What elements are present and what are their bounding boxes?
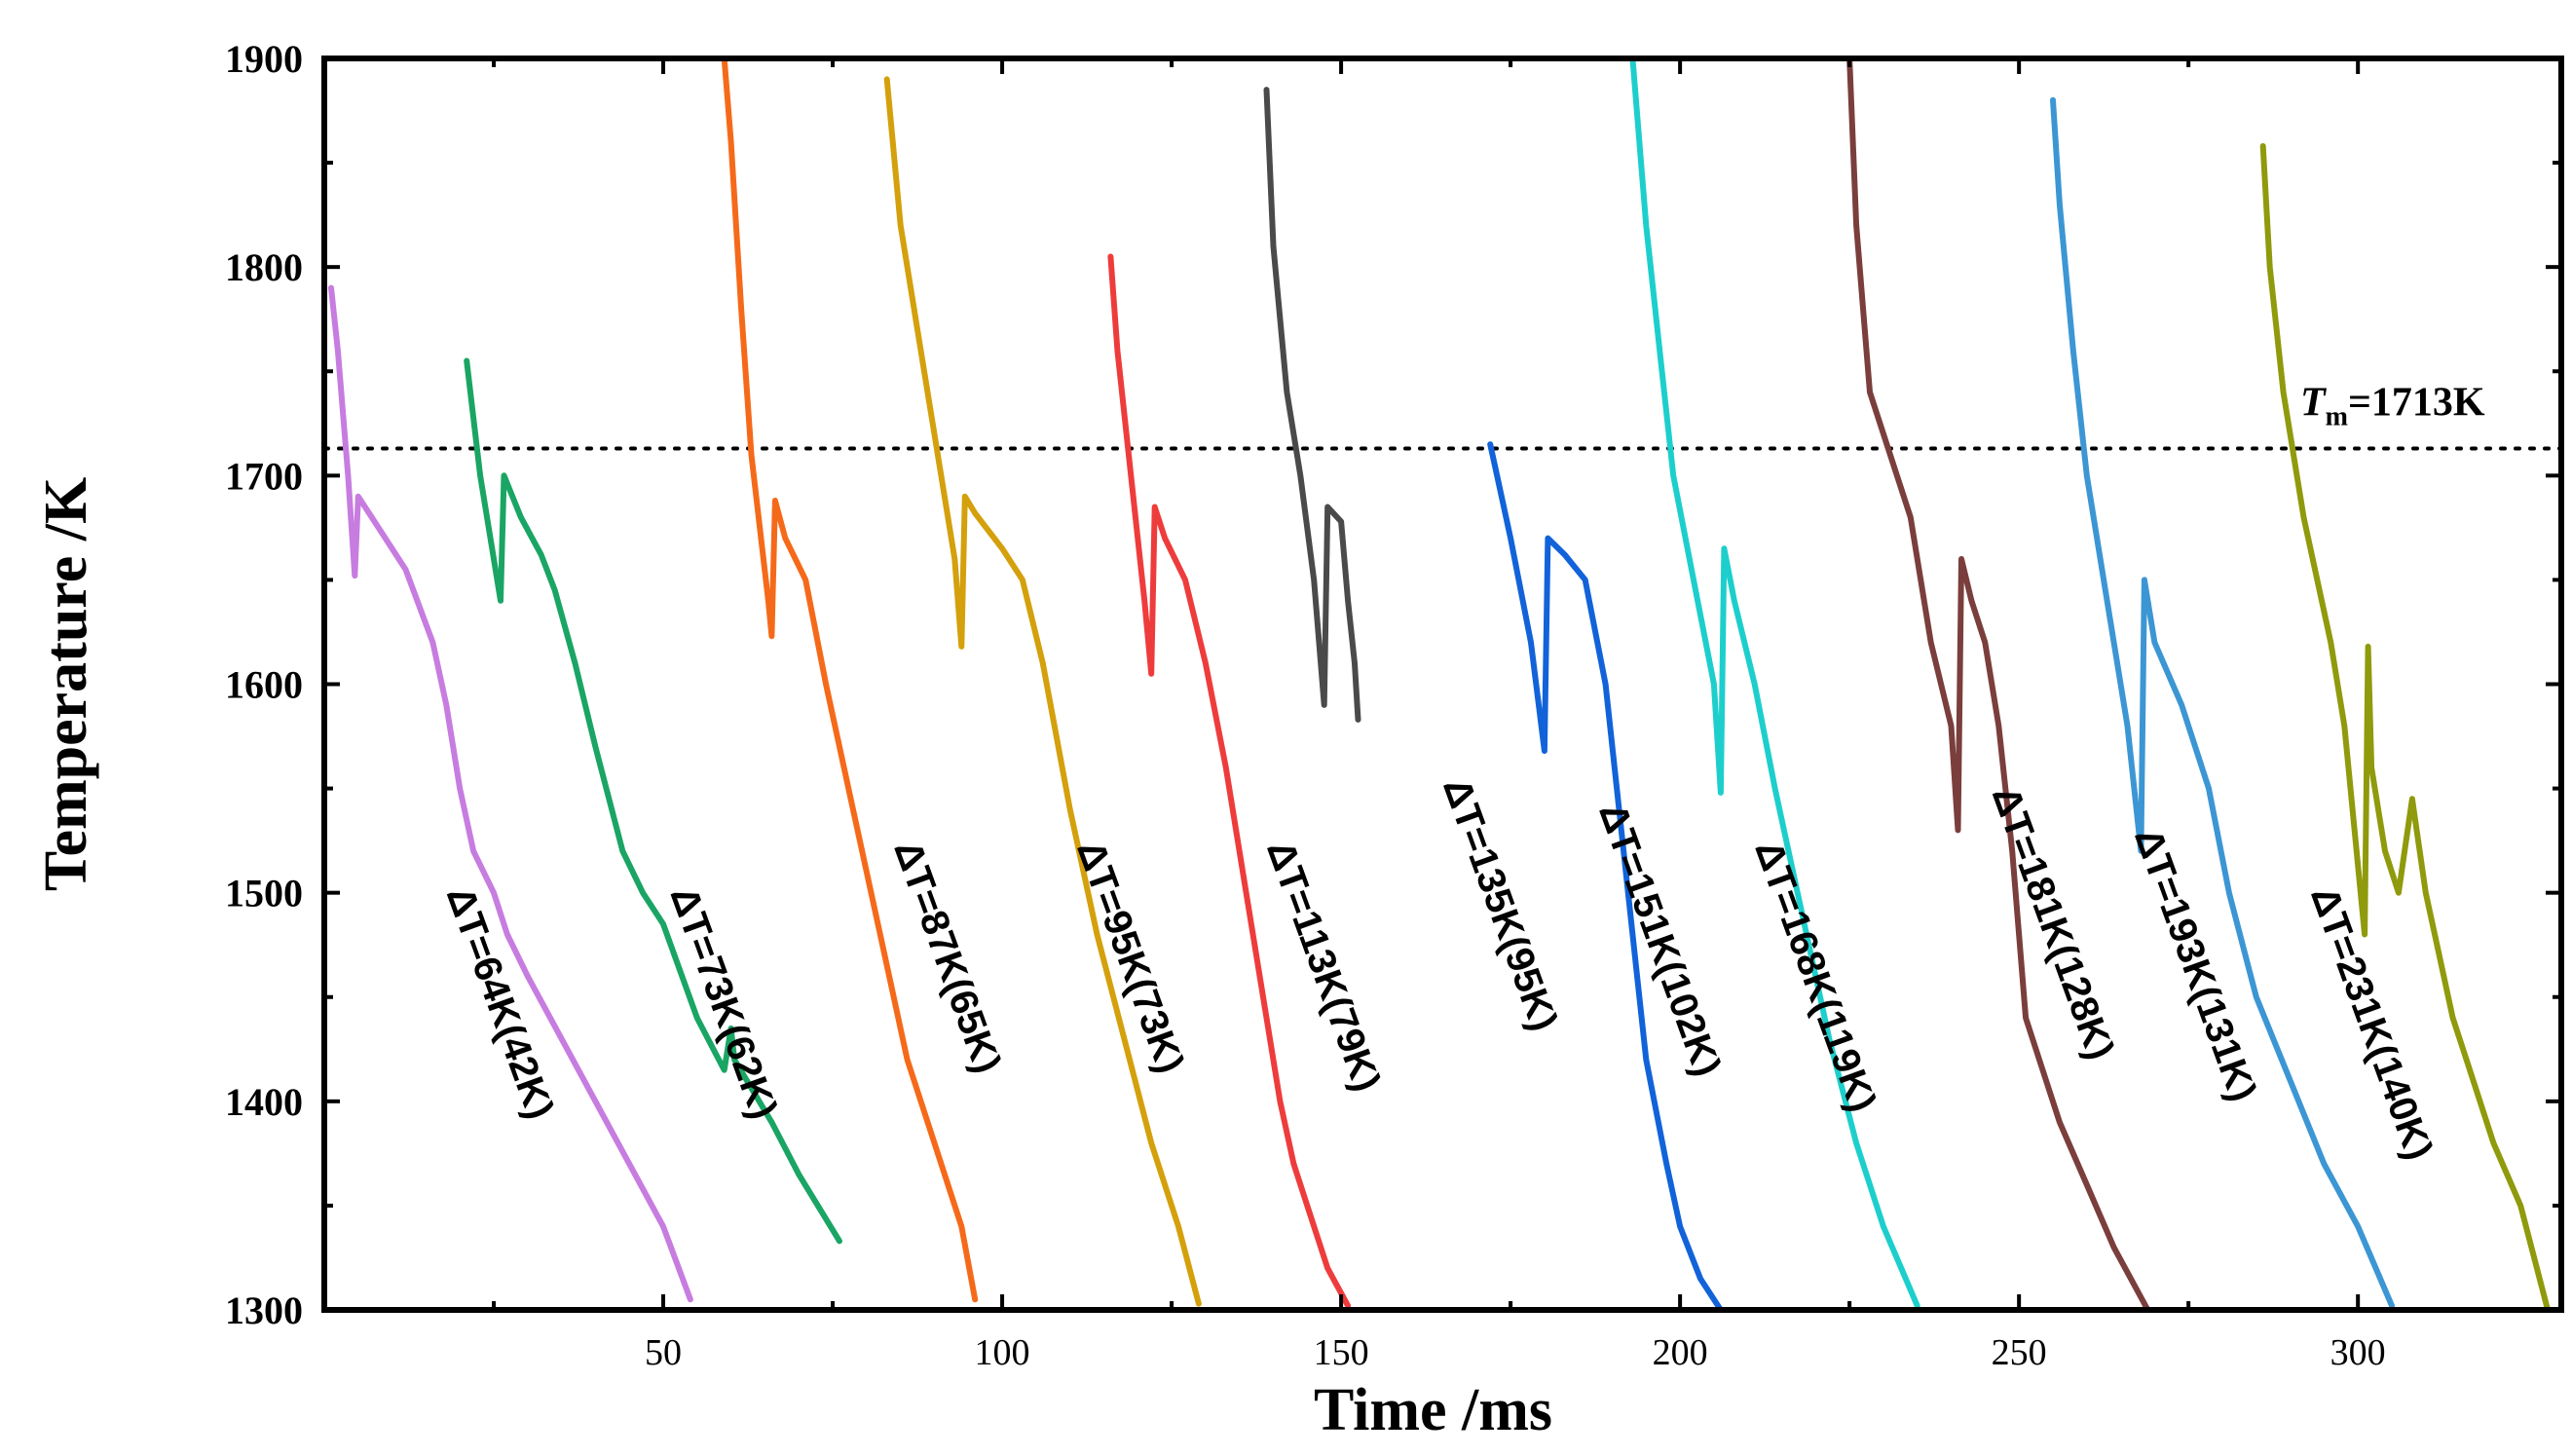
- series-line: [328, 284, 693, 1303]
- y-axis-title: Temperature /K: [33, 477, 99, 891]
- y-tick-label: 1600: [225, 663, 303, 707]
- series-label: ΔT=73K(62K): [662, 881, 786, 1125]
- y-tick-label: 1500: [225, 872, 303, 915]
- x-tick-label: 300: [2330, 1332, 2386, 1373]
- series-label: ΔT=113K(79K): [1258, 836, 1389, 1098]
- x-axis-title: Time /ms: [1314, 1377, 1552, 1443]
- tm-label-sub: m: [2326, 401, 2348, 431]
- label-layer: ΔT=64K(42K) ΔT=73K(62K) ΔT=87K(65K) ΔT=95K(…: [438, 772, 2441, 1165]
- series-line: [1629, 56, 1920, 1309]
- series-label: ΔT=151K(102K): [1590, 798, 1729, 1082]
- y-tick-label: 1700: [225, 454, 303, 498]
- y-tick-label: 1900: [225, 37, 303, 81]
- y-tick-label: 1400: [225, 1080, 303, 1124]
- tm-reference-label: Tm=1713K: [2300, 380, 2485, 431]
- tm-label-italic: T: [2300, 380, 2328, 425]
- series-line: [1263, 87, 1361, 723]
- series-label: ΔT=135K(95K): [1435, 772, 1565, 1036]
- series-label: ΔT=168K(119K): [1746, 836, 1883, 1118]
- series-line: [883, 76, 1202, 1307]
- x-tick-label: 100: [975, 1332, 1030, 1373]
- series-layer: [328, 56, 2552, 1313]
- series-line: [721, 56, 979, 1303]
- series-label: ΔT=231K(140K): [2302, 881, 2441, 1166]
- series-label: ΔT=95K(73K): [1068, 836, 1192, 1079]
- plot-frame: [321, 56, 2564, 1313]
- x-tick-label: 250: [1992, 1332, 2047, 1373]
- series-line: [2259, 143, 2552, 1313]
- y-tick-label: 1300: [225, 1288, 303, 1332]
- series-line: [1487, 441, 1724, 1313]
- series-line: [1107, 253, 1352, 1309]
- series-line: [464, 357, 842, 1245]
- series-line: [1846, 56, 2151, 1313]
- series-line: [2050, 96, 2395, 1309]
- series-label: ΔT=181K(128K): [1984, 781, 2122, 1065]
- series-label: ΔT=193K(131K): [2126, 823, 2264, 1107]
- x-tick-label: 200: [1653, 1332, 1708, 1373]
- x-tick-label: 50: [645, 1332, 682, 1373]
- x-tick-label: 150: [1314, 1332, 1369, 1373]
- y-tick-label: 1800: [225, 245, 303, 289]
- tm-label-rest: =1713K: [2348, 380, 2485, 425]
- tick-layer: 1300 1400 1500 1600 1700 1800 1900 50 100 150 200 2…: [225, 37, 2561, 1373]
